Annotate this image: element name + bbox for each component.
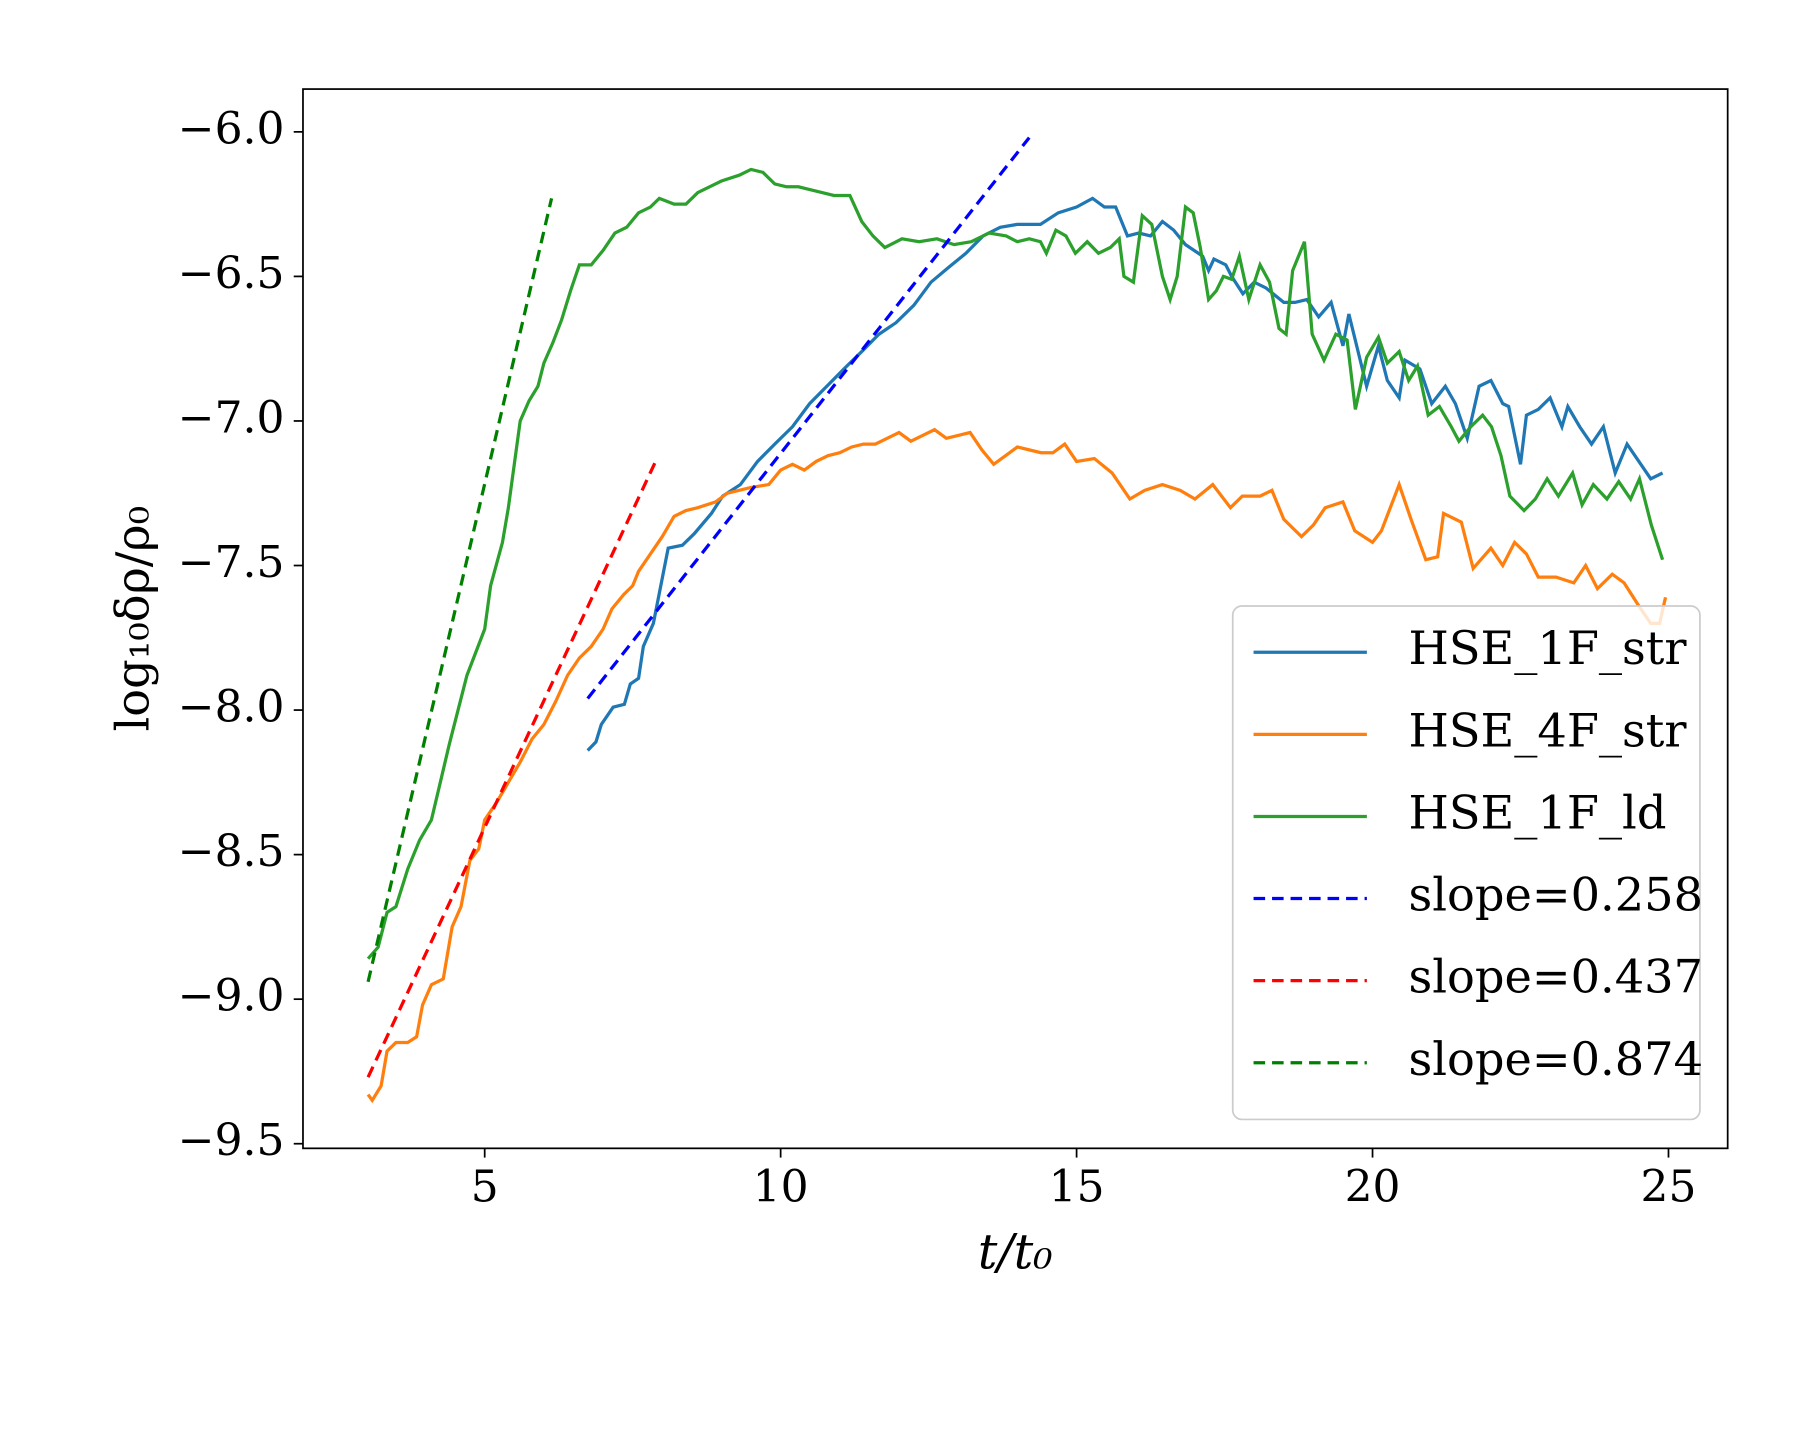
- plot-frame: [302, 88, 1729, 1150]
- series-line: [366, 427, 1668, 1104]
- x-axis-label: t/t₀: [978, 1224, 1053, 1280]
- series-line: [586, 196, 1664, 752]
- x-tick-label: 20: [1345, 1161, 1401, 1212]
- y-tick-label: −9.5: [178, 1115, 285, 1166]
- legend-label: HSE_1F_str: [1409, 621, 1688, 675]
- legend-label: slope=0.437: [1409, 950, 1704, 1004]
- y-axis-label: log₁₀δρ/ρ₀: [105, 506, 159, 732]
- x-tick-label: 5: [471, 1161, 499, 1212]
- series-line: [366, 167, 1665, 960]
- y-tick-label: −7.5: [178, 537, 285, 588]
- y-tick-label: −8.0: [178, 682, 285, 733]
- series-line: [366, 457, 659, 1078]
- x-tick-label: 10: [753, 1161, 809, 1212]
- x-tick-label: 15: [1049, 1161, 1105, 1212]
- series-line: [366, 197, 554, 983]
- legend-label: slope=0.874: [1409, 1032, 1704, 1086]
- series-line: [586, 136, 1031, 700]
- x-tick-label: 25: [1641, 1161, 1697, 1212]
- legend-label: slope=0.258: [1409, 868, 1704, 922]
- y-tick-label: −8.5: [178, 826, 285, 877]
- y-tick-label: −6.5: [178, 248, 285, 299]
- legend-label: HSE_4F_str: [1409, 703, 1688, 757]
- legend-label: HSE_1F_ld: [1409, 785, 1667, 839]
- y-tick-label: −6.0: [178, 103, 285, 154]
- y-tick-label: −9.0: [178, 971, 285, 1022]
- y-tick-label: −7.0: [178, 392, 285, 443]
